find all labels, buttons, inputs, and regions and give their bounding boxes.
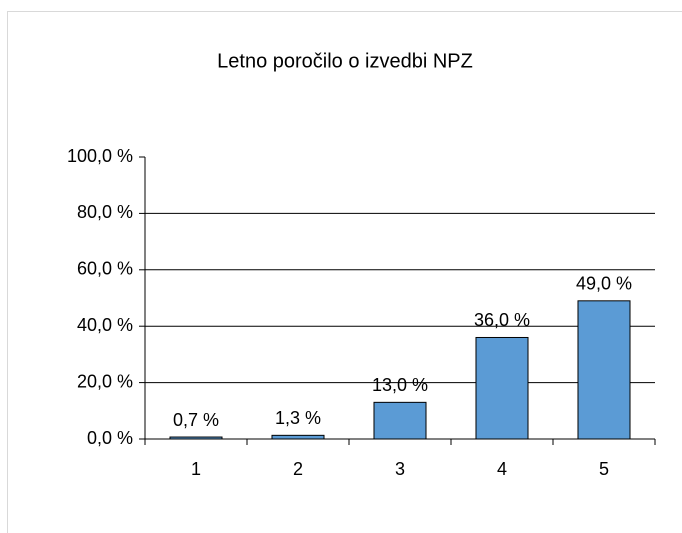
data-label: 36,0 % [474, 310, 530, 330]
chart-title: Letno poročilo o izvedbi NPZ [217, 50, 473, 72]
y-tick-label: 60,0 % [77, 259, 133, 279]
y-tick-label: 100,0 % [67, 146, 133, 166]
bar [169, 436, 223, 440]
x-tick-label: 2 [293, 459, 303, 479]
x-tick-label: 1 [191, 459, 201, 479]
x-tick-label: 4 [497, 459, 507, 479]
chart-frame [7, 11, 682, 533]
data-label: 0,7 % [173, 410, 219, 430]
x-tick-label: 5 [599, 459, 609, 479]
data-label: 1,3 % [275, 408, 321, 428]
data-label: 49,0 % [576, 274, 632, 294]
y-tick-label: 80,0 % [77, 202, 133, 222]
bar [475, 336, 529, 440]
y-tick-label: 20,0 % [77, 371, 133, 391]
data-label: 13,0 % [372, 375, 428, 395]
x-tick-label: 3 [395, 459, 405, 479]
bar [577, 300, 631, 440]
bar [271, 434, 325, 440]
y-tick-label: 0,0 % [87, 428, 133, 448]
bar [373, 401, 427, 440]
y-tick-label: 40,0 % [77, 315, 133, 335]
